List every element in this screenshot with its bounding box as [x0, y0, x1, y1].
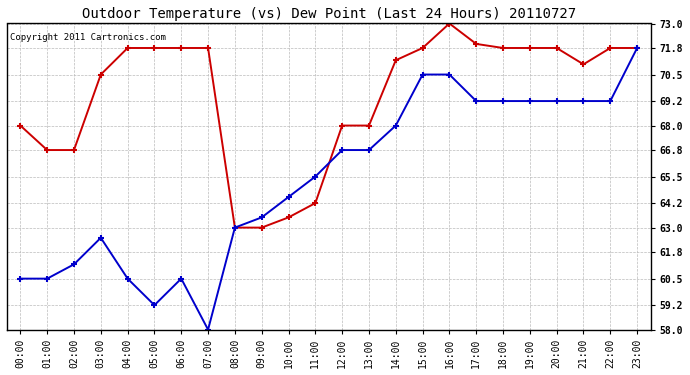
Text: Copyright 2011 Cartronics.com: Copyright 2011 Cartronics.com [10, 33, 166, 42]
Title: Outdoor Temperature (vs) Dew Point (Last 24 Hours) 20110727: Outdoor Temperature (vs) Dew Point (Last… [81, 7, 575, 21]
